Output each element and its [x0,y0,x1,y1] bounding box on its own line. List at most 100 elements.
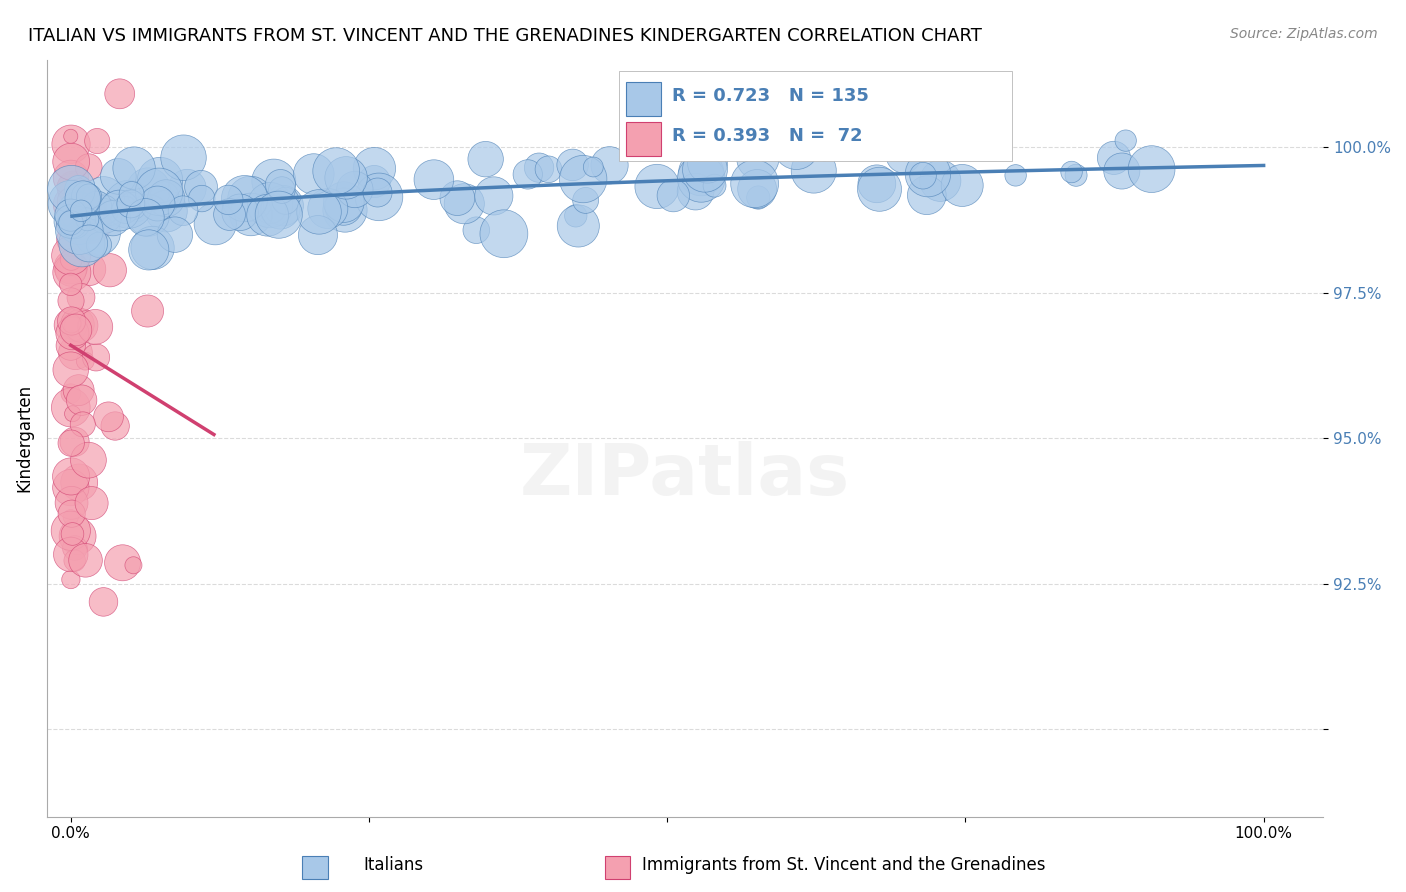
Text: ZIPatlas: ZIPatlas [520,442,851,510]
Point [267,208,290,222]
Point [60,252,83,267]
Point [67,224,90,238]
Point [60,154,83,169]
Point [59,573,82,587]
Point [368,190,391,204]
Point [176,181,198,195]
Point [75,219,97,234]
Point [84,319,107,334]
Point [325,164,347,178]
Point [259,201,281,215]
Point [86,199,108,213]
Point [108,203,131,218]
Point [163,227,186,242]
Point [86,134,108,148]
Point [316,202,339,216]
Point [453,196,475,211]
Point [59,194,82,208]
Point [76,214,98,228]
Point [59,264,82,278]
Point [73,221,96,235]
Point [703,178,725,193]
Point [363,161,385,176]
Point [60,249,83,263]
Point [537,162,560,177]
Point [567,219,589,233]
Text: R = 0.393   N =  72: R = 0.393 N = 72 [672,128,863,145]
Point [59,170,82,185]
Point [866,177,889,191]
Point [575,194,598,208]
Point [693,162,716,177]
Point [363,175,385,189]
Point [72,417,94,432]
Point [122,558,145,573]
Point [59,548,82,562]
Point [84,351,107,365]
Point [917,167,939,181]
Point [93,595,115,609]
Point [117,197,139,211]
Point [59,180,82,194]
Point [911,169,934,183]
Point [929,174,952,188]
Point [107,169,129,184]
Point [59,214,82,228]
Point [62,218,84,232]
Point [582,160,605,174]
Point [516,168,538,182]
Point [256,208,278,222]
Point [343,182,366,196]
Point [75,553,97,567]
Point [270,183,292,197]
Point [70,393,93,408]
Point [747,190,769,204]
Point [67,216,90,230]
Text: R = 0.723   N = 135: R = 0.723 N = 135 [672,87,869,105]
Point [482,189,505,203]
Point [66,318,89,332]
Point [191,192,214,206]
Point [204,217,226,231]
Point [155,191,177,205]
Point [77,262,100,277]
Text: Italians: Italians [364,856,423,874]
Point [62,527,84,541]
Point [599,158,621,172]
Point [172,203,194,218]
Point [1060,165,1083,179]
Point [572,172,595,186]
Point [60,326,83,341]
Point [62,200,84,214]
Point [465,223,488,237]
Point [134,211,156,225]
Point [59,481,82,495]
Point [153,189,176,203]
Point [70,318,93,333]
Point [690,166,713,180]
Point [59,363,82,377]
Point [77,236,100,251]
Point [93,191,115,205]
Point [60,436,83,450]
Point [62,407,84,421]
Point [67,182,90,196]
Point [66,222,89,236]
Point [190,179,212,194]
Point [59,216,82,230]
Point [62,180,84,194]
Point [744,177,766,191]
Point [217,193,239,207]
Text: Source: ZipAtlas.com: Source: ZipAtlas.com [1230,27,1378,41]
Point [269,202,291,217]
Point [67,383,90,397]
Point [830,123,852,137]
Point [492,227,515,241]
Point [59,386,82,401]
Point [120,197,142,211]
Point [60,507,83,521]
Point [308,205,330,219]
Point [86,226,108,240]
Point [101,211,124,226]
Point [70,203,93,218]
